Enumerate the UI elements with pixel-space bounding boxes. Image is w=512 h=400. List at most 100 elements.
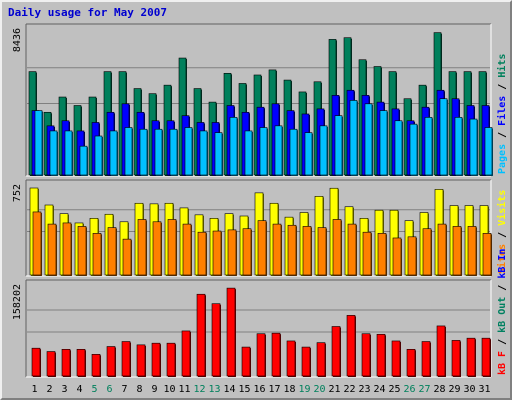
bar-kbf [181, 330, 191, 377]
bar-pages [334, 115, 343, 176]
bar-pages [124, 127, 133, 176]
x-tick-label: 31 [478, 384, 490, 395]
bar-sites [287, 224, 297, 276]
bar-kbf [151, 342, 161, 377]
bar-kbf [286, 340, 296, 377]
ymax-label: 752 [12, 184, 23, 202]
ymax-label: 158202 [12, 284, 23, 320]
x-tick-label: 2 [46, 384, 52, 395]
bar-sites [257, 220, 267, 276]
kbin-label: kB In [497, 249, 508, 279]
bar-pages [319, 125, 328, 176]
bar-pages [259, 127, 268, 176]
x-tick-label: 4 [76, 384, 82, 395]
legend-bottom: kB F / kB Out / kB In [497, 249, 508, 375]
bar-kbf [451, 340, 461, 377]
kbf-label: kB F [497, 351, 508, 375]
bar-kbf [271, 332, 281, 377]
bar-pages [379, 110, 388, 176]
bar-pages [214, 132, 223, 176]
bar-kbf [226, 287, 236, 377]
bar-kbf [301, 346, 311, 377]
x-tick-label: 19 [298, 384, 310, 395]
x-tick-label: 7 [121, 384, 127, 395]
bar-sites [167, 219, 177, 276]
bar-sites [422, 228, 432, 276]
bar-sites [107, 227, 117, 276]
legend-separator: / [497, 126, 508, 144]
bar-sites [467, 226, 477, 276]
bar-sites [212, 230, 222, 276]
bar-sites [152, 221, 162, 276]
bar-kbf [466, 337, 476, 377]
visits-label: Visits [496, 190, 508, 226]
bar-kbf [316, 342, 326, 377]
bar-kbf [166, 342, 176, 377]
bar-kbf [391, 340, 401, 377]
x-tick-label: 14 [223, 384, 235, 395]
bar-sites [377, 233, 387, 276]
bar-kbf [91, 354, 101, 377]
x-tick-label: 13 [208, 384, 220, 395]
bar-pages [364, 103, 373, 176]
x-tick-label: 26 [403, 384, 415, 395]
bar-kbf [481, 337, 491, 377]
ymax-label: 8436 [12, 28, 23, 52]
bar-kbf [421, 341, 431, 377]
bar-pages [109, 130, 118, 176]
x-tick-label: 17 [268, 384, 280, 395]
bar-pages [94, 135, 103, 176]
bar-pages [139, 128, 148, 176]
files-label: Files [496, 96, 508, 126]
bar-sites [362, 231, 372, 276]
bar-sites [482, 233, 492, 276]
x-tick-label: 11 [178, 384, 190, 395]
bar-sites [302, 226, 312, 276]
bar-pages [424, 117, 433, 176]
bar-kbf [346, 315, 356, 377]
bar-pages [484, 127, 493, 176]
bar-pages [79, 145, 88, 176]
bar-sites [122, 238, 132, 276]
legend-middle: Sites / Visits [496, 190, 508, 274]
bar-pages [229, 117, 238, 176]
x-tick-label: 30 [463, 384, 475, 395]
bar-pages [454, 117, 463, 176]
x-tick-label: 18 [283, 384, 295, 395]
chart-title: Daily usage for May 2007 [8, 6, 167, 19]
pages-label: Pages [497, 144, 508, 174]
x-tick-label: 6 [106, 384, 112, 395]
x-tick-label: 28 [433, 384, 445, 395]
bar-pages [304, 132, 313, 176]
bar-pages [439, 98, 448, 176]
bar-sites [62, 222, 72, 276]
bar-kbf [241, 346, 251, 377]
bar-kbf [436, 325, 446, 377]
bar-sites [242, 228, 252, 276]
bar-sites [332, 219, 342, 276]
bar-pages [289, 128, 298, 176]
bar-kbf [376, 333, 386, 377]
bar-pages [49, 130, 58, 176]
bar-pages [34, 110, 43, 176]
x-tick-label: 1 [31, 384, 37, 395]
legend-top: Pages / Files / Hits [496, 54, 508, 174]
legend-separator: / [497, 78, 508, 96]
bar-kbf [136, 344, 146, 377]
bar-pages [469, 118, 478, 176]
bar-sites [32, 211, 42, 276]
x-tick-label: 15 [238, 384, 250, 395]
bar-sites [272, 223, 282, 276]
x-tick-label: 27 [418, 384, 430, 395]
bar-pages [349, 100, 358, 176]
hits-label: Hits [496, 54, 508, 78]
x-tick-label: 8 [136, 384, 142, 395]
bar-sites [407, 236, 417, 276]
x-tick-label: 12 [193, 384, 205, 395]
bar-kbf [331, 326, 341, 377]
legend-separator: / [497, 226, 508, 244]
sites-label: Sites [496, 244, 508, 274]
x-tick-label: 5 [91, 384, 97, 395]
bar-sites [92, 233, 102, 276]
bar-sites [197, 231, 207, 276]
